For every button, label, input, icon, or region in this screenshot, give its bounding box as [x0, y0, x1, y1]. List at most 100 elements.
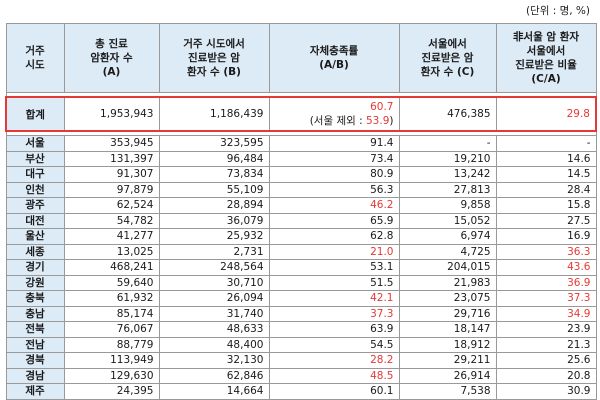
c-cell: 29,211: [398, 352, 497, 369]
ca-cell: 43.6: [495, 259, 597, 276]
total-ratio-note: (서울 제외 : 53.9): [275, 114, 394, 128]
ratio-cell: 56.3: [268, 181, 400, 198]
region-cell: 세종: [5, 243, 65, 260]
ratio-cell: 46.2: [268, 197, 400, 214]
b-cell: 48,400: [158, 336, 270, 353]
total-a: 1,953,943: [63, 96, 160, 132]
header-self-sufficiency: 자체충족률 (A/B): [268, 23, 400, 93]
a-cell: 41,277: [63, 228, 160, 245]
region-cell: 충남: [5, 305, 65, 322]
b-cell: 73,834: [158, 166, 270, 183]
table-row: 울산 41,277 25,932 62.8 6,974 16.9: [5, 228, 597, 245]
a-cell: 61,932: [63, 290, 160, 307]
a-cell: 59,640: [63, 274, 160, 291]
a-cell: 76,067: [63, 321, 160, 338]
table-row: 전북 76,067 48,633 63.9 18,147 23.9: [5, 321, 597, 338]
a-cell: 129,630: [63, 367, 160, 384]
c-cell: -: [398, 135, 497, 152]
b-cell: 96,484: [158, 150, 270, 167]
ratio-cell: 91.4: [268, 135, 400, 152]
ca-cell: 36.9: [495, 274, 597, 291]
c-cell: 18,147: [398, 321, 497, 338]
c-cell: 4,725: [398, 243, 497, 260]
c-cell: 27,813: [398, 181, 497, 198]
ca-cell: 14.6: [495, 150, 597, 167]
table-row: 대전 54,782 36,079 65.9 15,052 27.5: [5, 212, 597, 229]
ca-cell: 34.9: [495, 305, 597, 322]
table-row: 전남 88,779 48,400 54.5 18,912 21.3: [5, 336, 597, 353]
table-row: 부산 131,397 96,484 73.4 19,210 14.6: [5, 150, 597, 167]
region-cell: 경기: [5, 259, 65, 276]
ratio-cell: 80.9: [268, 166, 400, 183]
a-cell: 24,395: [63, 383, 160, 400]
region-cell: 충북: [5, 290, 65, 307]
b-cell: 323,595: [158, 135, 270, 152]
region-cell: 서울: [5, 135, 65, 152]
total-ratio-value: 60.7: [370, 101, 394, 113]
a-cell: 91,307: [63, 166, 160, 183]
b-cell: 28,894: [158, 197, 270, 214]
table-row: 대구 91,307 73,834 80.9 13,242 14.5: [5, 166, 597, 183]
total-ratio-note-prefix: (서울 제외 :: [309, 115, 366, 127]
b-cell: 14,664: [158, 383, 270, 400]
region-cell: 부산: [5, 150, 65, 167]
ratio-cell: 42.1: [268, 290, 400, 307]
ratio-cell: 48.5: [268, 367, 400, 384]
total-c: 476,385: [398, 96, 497, 132]
c-cell: 18,912: [398, 336, 497, 353]
ca-cell: 16.9: [495, 228, 597, 245]
table-row: 충남 85,174 31,740 37.3 29,716 34.9: [5, 305, 597, 322]
a-cell: 85,174: [63, 305, 160, 322]
total-ca: 29.8: [495, 96, 597, 132]
region-cell: 전북: [5, 321, 65, 338]
region-cell: 대전: [5, 212, 65, 229]
c-cell: 6,974: [398, 228, 497, 245]
ca-cell: 37.3: [495, 290, 597, 307]
region-cell: 전남: [5, 336, 65, 353]
region-cell: 경남: [5, 367, 65, 384]
ca-cell: 28.4: [495, 181, 597, 198]
table-row: 제주 24,395 14,664 60.1 7,538 30.9: [5, 383, 597, 400]
table-row: 강원 59,640 30,710 51.5 21,983 36.9: [5, 274, 597, 291]
header-total-patients: 총 진료 암환자 수 (A): [63, 23, 160, 93]
header-non-seoul-ratio: 非서울 암 환자 서울에서 진료받은 비율 (C/A): [495, 23, 597, 93]
ratio-cell: 54.5: [268, 336, 400, 353]
c-cell: 204,015: [398, 259, 497, 276]
table-row: 세종 13,025 2,731 21.0 4,725 36.3: [5, 243, 597, 260]
total-ratio-note-value: 53.9: [366, 115, 390, 127]
ca-cell: 27.5: [495, 212, 597, 229]
region-cell: 강원: [5, 274, 65, 291]
region-cell: 경북: [5, 352, 65, 369]
table-row: 광주 62,524 28,894 46.2 9,858 15.8: [5, 197, 597, 214]
ratio-cell: 37.3: [268, 305, 400, 322]
b-cell: 62,846: [158, 367, 270, 384]
ratio-cell: 73.4: [268, 150, 400, 167]
ca-cell: 14.5: [495, 166, 597, 183]
b-cell: 248,564: [158, 259, 270, 276]
c-cell: 15,052: [398, 212, 497, 229]
ratio-cell: 63.9: [268, 321, 400, 338]
header-row: 거주 시도 총 진료 암환자 수 (A) 거주 시도에서 진료받은 암 환자 수…: [5, 23, 597, 93]
total-ratio-note-suffix: ): [389, 115, 394, 127]
c-cell: 19,210: [398, 150, 497, 167]
total-b: 1,186,439: [158, 96, 270, 132]
b-cell: 25,932: [158, 228, 270, 245]
b-cell: 36,079: [158, 212, 270, 229]
region-cell: 제주: [5, 383, 65, 400]
a-cell: 62,524: [63, 197, 160, 214]
region-cell: 울산: [5, 228, 65, 245]
b-cell: 55,109: [158, 181, 270, 198]
ca-cell: 36.3: [495, 243, 597, 260]
table-row: 경남 129,630 62,846 48.5 26,914 20.8: [5, 367, 597, 384]
a-cell: 97,879: [63, 181, 160, 198]
b-cell: 30,710: [158, 274, 270, 291]
a-cell: 353,945: [63, 135, 160, 152]
a-cell: 468,241: [63, 259, 160, 276]
ca-cell: 15.8: [495, 197, 597, 214]
ratio-cell: 51.5: [268, 274, 400, 291]
ratio-cell: 53.1: [268, 259, 400, 276]
b-cell: 31,740: [158, 305, 270, 322]
c-cell: 7,538: [398, 383, 497, 400]
table-row: 서울 353,945 323,595 91.4- -: [5, 135, 597, 152]
